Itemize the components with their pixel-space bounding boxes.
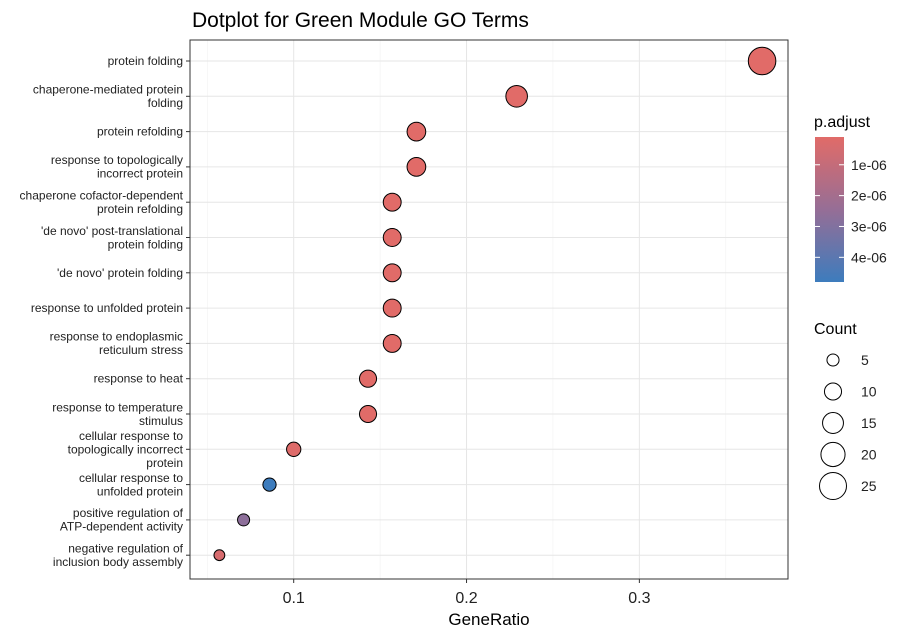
y-tick-label: chaperone cofactor-dependent	[20, 188, 184, 202]
y-tick-label: 'de novo' protein folding	[57, 266, 183, 280]
y-tick-label: positive regulation of	[73, 506, 184, 520]
y-tick-label: response to topologically	[51, 153, 183, 167]
y-tick-label: response to temperature	[52, 400, 183, 414]
data-point	[406, 157, 427, 177]
y-tick-label: incorrect protein	[97, 167, 183, 181]
size-legend-title: Count	[814, 321, 857, 338]
y-tick-label: protein	[146, 456, 183, 470]
data-point	[358, 404, 378, 424]
size-legend-circle	[822, 412, 844, 434]
y-tick-label: protein folding	[108, 54, 183, 68]
x-tick-label: 0.3	[628, 590, 650, 607]
x-tick-label: 0.1	[283, 590, 305, 607]
x-tick-label: 0.2	[455, 590, 477, 607]
y-tick-label: response to endoplasmic	[50, 330, 183, 344]
size-legend-circle	[826, 353, 840, 367]
size-legend-label: 10	[861, 384, 877, 400]
color-legend-label: 2e-06	[851, 188, 887, 204]
y-tick-label: folding	[148, 96, 183, 110]
plot-panel	[190, 40, 788, 579]
size-legend-circle	[819, 472, 847, 500]
color-legend-label: 4e-06	[851, 249, 887, 265]
x-axis: 0.1 0.2 0.3	[283, 579, 651, 607]
color-legend-label: 3e-06	[851, 218, 887, 234]
data-point	[382, 263, 402, 283]
data-point	[406, 121, 427, 142]
y-tick-label: stimulus	[139, 414, 183, 428]
size-legend-label: 5	[861, 352, 869, 368]
data-point	[382, 192, 402, 212]
data-point	[747, 46, 777, 76]
color-legend-title: p.adjust	[814, 114, 871, 131]
data-point	[237, 513, 251, 527]
data-point	[382, 333, 402, 353]
grid-lines	[190, 40, 788, 579]
y-tick-label: protein folding	[108, 237, 183, 251]
size-legend-circle	[820, 441, 846, 468]
color-legend: p.adjust 1e-06 2e-06 3e-06 4e-06	[814, 114, 887, 282]
y-tick-label: inclusion body assembly	[53, 555, 183, 569]
size-legend-label: 25	[861, 478, 877, 494]
size-legend: Count 5 10 15 20 25	[814, 321, 877, 500]
chart-title: Dotplot for Green Module GO Terms	[192, 9, 529, 32]
y-tick-label: cellular response to	[79, 471, 183, 485]
data-point	[262, 477, 277, 492]
y-tick-label: negative regulation of	[68, 541, 183, 555]
y-tick-label: topologically incorrect	[68, 442, 184, 456]
y-tick-label: protein refolding	[97, 125, 183, 139]
data-point	[505, 85, 528, 108]
size-legend-circle	[823, 382, 843, 401]
y-tick-label: ATP-dependent activity	[60, 520, 183, 534]
y-tick-label: response to unfolded protein	[31, 301, 183, 315]
color-legend-bar	[815, 137, 844, 282]
y-tick-label: response to heat	[94, 372, 184, 386]
data-point	[382, 298, 402, 318]
y-tick-label: 'de novo' post-translational	[41, 224, 183, 238]
y-tick-label: unfolded protein	[97, 484, 183, 498]
plot-border	[189, 39, 789, 580]
y-tick-label: reticulum stress	[99, 343, 183, 357]
color-legend-label: 1e-06	[851, 157, 887, 173]
size-legend-label: 20	[861, 447, 877, 463]
data-points	[213, 46, 777, 562]
data-point	[358, 369, 378, 388]
y-tick-label: cellular response to	[79, 429, 183, 443]
data-point	[382, 228, 402, 247]
data-point	[286, 441, 302, 457]
y-tick-label: protein refolding	[97, 202, 183, 216]
data-point	[213, 549, 226, 562]
size-legend-label: 15	[861, 415, 877, 431]
y-tick-label: chaperone-mediated protein	[33, 83, 183, 97]
x-axis-title: GeneRatio	[448, 610, 529, 629]
